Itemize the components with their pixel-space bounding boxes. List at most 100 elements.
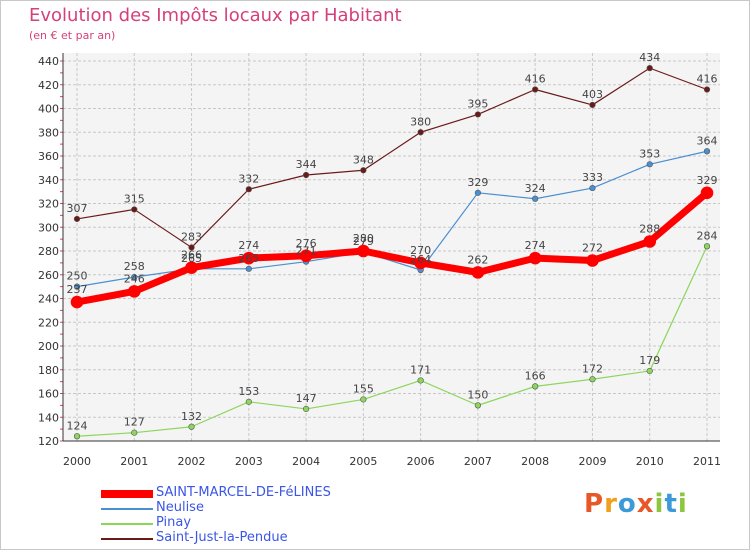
- data-point: [245, 398, 252, 405]
- data-point: [299, 249, 313, 263]
- data-label: 329: [467, 176, 488, 189]
- legend-label: Saint-Just-la-Pendue: [156, 530, 288, 545]
- data-point: [474, 402, 482, 409]
- data-label: 166: [525, 369, 546, 382]
- y-tick-label: 400: [38, 103, 59, 116]
- data-point: [532, 86, 539, 93]
- logo-letter: t: [664, 489, 678, 519]
- data-point: [302, 171, 310, 179]
- data-point: [703, 243, 711, 250]
- y-tick-label: 120: [38, 435, 59, 448]
- data-label: 172: [582, 362, 603, 375]
- legend-swatch: [101, 538, 153, 540]
- y-tick-label: 140: [38, 411, 59, 424]
- data-point: [185, 261, 198, 274]
- y-tick-label: 240: [38, 293, 59, 306]
- data-label: 353: [639, 147, 660, 160]
- x-tick-label: 2010: [636, 455, 664, 468]
- data-point: [589, 101, 596, 109]
- data-label: 250: [67, 270, 88, 283]
- logo-letter: P: [584, 489, 605, 519]
- logo-letter: r: [604, 489, 618, 519]
- data-point: [417, 129, 424, 136]
- data-label: 258: [124, 260, 145, 273]
- data-point: [703, 148, 711, 155]
- data-point: [532, 195, 539, 202]
- data-point: [73, 283, 81, 290]
- data-label: 271: [296, 245, 317, 258]
- y-tick-label: 380: [38, 126, 59, 139]
- data-label: 416: [697, 73, 718, 86]
- x-tick-label: 2001: [120, 455, 148, 468]
- x-tick-label: 2000: [63, 455, 91, 468]
- y-tick-label: 440: [38, 55, 59, 68]
- data-label: 283: [181, 230, 202, 243]
- data-label: 416: [525, 73, 546, 86]
- data-label: 274: [525, 239, 546, 252]
- x-tick-label: 2002: [178, 455, 206, 468]
- y-tick-label: 200: [38, 340, 59, 353]
- data-label: 276: [296, 237, 317, 250]
- data-label: 264: [410, 253, 431, 266]
- data-point: [70, 295, 84, 309]
- x-tick-label: 2007: [464, 455, 492, 468]
- x-tick-label: 2009: [578, 455, 606, 468]
- y-tick-label: 360: [38, 150, 59, 163]
- y-tick-label: 160: [38, 388, 59, 401]
- data-label: 380: [410, 115, 431, 128]
- data-label: 265: [238, 252, 259, 265]
- data-point: [528, 251, 542, 265]
- data-label: 132: [181, 410, 202, 423]
- data-label: 150: [467, 388, 488, 401]
- data-point: [188, 423, 195, 430]
- legend-label: Pinay: [156, 515, 192, 530]
- y-tick-label: 260: [38, 269, 59, 282]
- data-label: 266: [181, 249, 202, 262]
- data-label: 262: [467, 253, 488, 266]
- y-tick-label: 280: [38, 245, 59, 258]
- legend-swatch: [101, 523, 153, 525]
- data-point: [188, 244, 195, 251]
- data-label: 155: [353, 382, 374, 395]
- legend-swatch: [101, 490, 153, 498]
- x-tick-label: 2003: [235, 455, 263, 468]
- data-label: 288: [639, 223, 660, 236]
- data-label: 147: [296, 392, 317, 405]
- data-label: 315: [124, 192, 145, 205]
- data-label: 403: [582, 88, 603, 101]
- data-label: 348: [353, 153, 374, 166]
- data-label: 237: [67, 283, 88, 296]
- data-label: 127: [124, 416, 145, 429]
- data-point: [643, 235, 657, 248]
- data-point: [414, 256, 427, 270]
- data-point: [474, 189, 482, 196]
- data-point: [357, 244, 370, 258]
- logo-letter: i: [677, 489, 688, 519]
- data-point: [73, 433, 81, 440]
- data-point: [417, 377, 424, 384]
- data-label: 270: [410, 244, 431, 257]
- data-point: [245, 265, 252, 272]
- proxiti-logo: Proxiti: [584, 489, 688, 519]
- data-label: 124: [67, 419, 88, 432]
- data-point: [646, 161, 653, 168]
- data-point: [131, 274, 138, 281]
- data-label: 284: [697, 229, 718, 242]
- chart-subtitle: (en € et par an): [29, 29, 116, 42]
- data-point: [474, 111, 482, 118]
- data-label: 279: [353, 235, 374, 248]
- data-label: 274: [238, 239, 259, 252]
- data-point: [302, 405, 310, 413]
- data-point: [589, 376, 596, 383]
- x-tick-label: 2005: [349, 455, 377, 468]
- x-tick-label: 2004: [292, 455, 320, 468]
- plot-area: [63, 53, 720, 441]
- y-tick-label: 320: [38, 198, 59, 211]
- data-label: 434: [639, 51, 660, 64]
- y-tick-label: 420: [38, 79, 59, 92]
- data-label: 171: [410, 363, 431, 376]
- y-tick-label: 180: [38, 364, 59, 377]
- y-tick-label: 300: [38, 221, 59, 234]
- data-point: [131, 429, 138, 436]
